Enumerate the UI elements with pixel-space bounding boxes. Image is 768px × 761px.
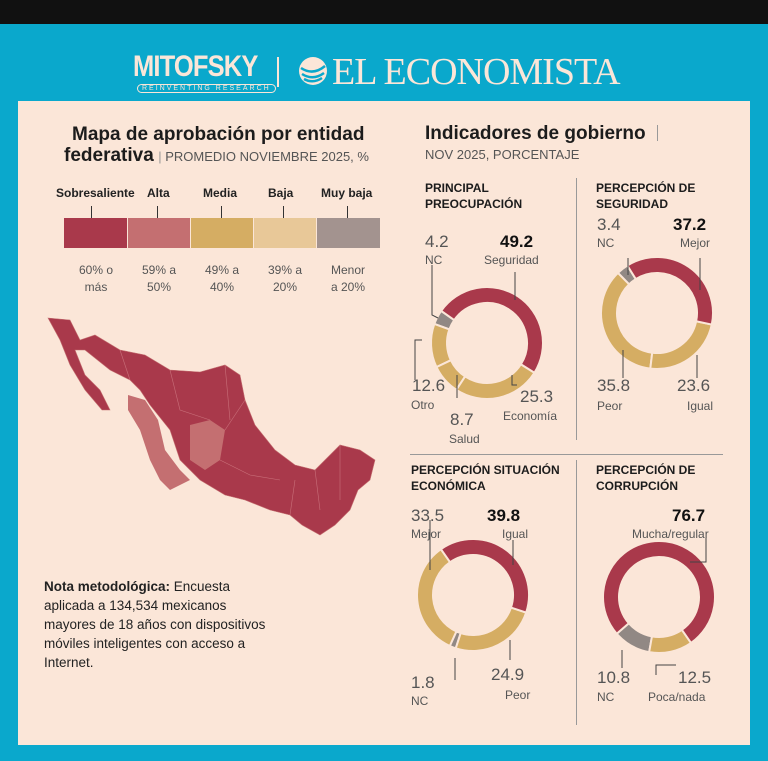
value-label: 39.8	[487, 506, 521, 525]
map-states-alta-center	[190, 420, 225, 470]
value-label: 23.6	[677, 376, 711, 395]
value-label: 49.2	[500, 232, 534, 251]
donut-slice-seguridad	[439, 286, 544, 375]
legend-label: Muy baja	[321, 186, 373, 200]
value-label: 8.7	[450, 410, 474, 429]
legend-swatch-baja	[254, 218, 316, 248]
map-subtitle: PROMEDIO NOVIEMBRE 2025, %	[165, 149, 369, 164]
map-states-alta	[128, 395, 190, 490]
legend-swatch-alta	[128, 218, 190, 248]
vertical-divider	[576, 178, 577, 440]
mitofsky-logo: MITOFSKY	[133, 50, 258, 83]
legend-tick	[283, 206, 284, 218]
map-title: Mapa de aprobación por entidad	[72, 124, 365, 145]
donut-slice-economa	[454, 362, 536, 400]
logo-divider	[277, 57, 279, 87]
legend-swatch-media	[191, 218, 253, 248]
horizontal-divider	[410, 454, 723, 455]
legend-tick	[221, 206, 222, 218]
leader-lines	[414, 258, 707, 680]
slice-label: Igual	[687, 399, 714, 413]
indicators-subtitle: NOV 2025, PORCENTAJE	[425, 147, 580, 162]
value-label: 25.3	[520, 387, 554, 406]
map-title-line2: federativa | PROMEDIO NOVIEMBRE 2025, %	[64, 145, 369, 166]
donut-slice-mejor	[416, 547, 458, 648]
slice-label: Poca/nada	[648, 690, 706, 704]
slice-label: NC	[425, 253, 443, 267]
methodology-note: Nota metodológica: Encuesta aplicada a 1…	[44, 579, 266, 670]
map-title-federativa: federativa	[64, 145, 154, 166]
slice-label: Peor	[597, 399, 623, 413]
legend-range: 60% o más	[78, 263, 114, 294]
legend-tick	[157, 206, 158, 218]
chart-title: PERCEPCIÓN DE CORRUPCIÓN	[596, 463, 696, 493]
chart-title: PRINCIPAL PREOCUPACIÓN	[425, 181, 523, 211]
title-divider	[657, 125, 658, 141]
top-bar	[0, 0, 768, 24]
legend-range: 59% a 50%	[141, 263, 177, 294]
slice-label: Mucha/regular	[632, 527, 709, 541]
slice-label: Mejor	[680, 236, 711, 250]
slice-label: NC	[597, 236, 615, 250]
legend-label: Media	[203, 186, 238, 200]
value-label: 1.8	[411, 673, 435, 692]
value-label: 10.8	[597, 668, 631, 687]
donut-slice-pocanada	[647, 628, 693, 654]
slice-label: Peor	[505, 688, 531, 702]
donut-slice-mejor	[625, 256, 714, 326]
donut-slice-igual	[649, 320, 713, 370]
value-label: 4.2	[425, 232, 449, 251]
indicators-title: Indicadores de gobierno	[425, 123, 646, 144]
donut-slice-mucharegular	[602, 540, 716, 645]
vertical-divider	[576, 460, 577, 725]
legend-range: 49% a 40%	[204, 263, 240, 294]
legend-range: Menor a 20%	[330, 263, 366, 294]
value-label: 12.6	[412, 376, 446, 395]
legend-swatch-sobresaliente	[64, 218, 127, 248]
mexico-map	[47, 317, 376, 536]
slice-label: Otro	[411, 398, 435, 412]
legend-label: Sobresaliente	[56, 186, 135, 200]
value-label: 35.8	[597, 376, 631, 395]
value-label: 3.4	[597, 215, 621, 234]
slice-label: NC	[597, 690, 615, 704]
legend-tick	[91, 206, 92, 218]
donut-slice-salud	[435, 358, 467, 392]
donut-slice-peor	[454, 606, 528, 652]
slice-label: Seguridad	[484, 253, 539, 267]
legend-label: Alta	[147, 186, 170, 200]
chart-title: PERCEPCIÓN DE SEGURIDAD	[596, 181, 696, 211]
donut-slice-igual	[439, 538, 530, 614]
slice-label: NC	[411, 694, 429, 708]
value-label: 37.2	[673, 215, 707, 234]
value-label: 33.5	[411, 506, 445, 525]
map-state-borders	[119, 349, 341, 516]
value-label: 24.9	[491, 665, 525, 684]
legend-label: Baja	[268, 186, 294, 200]
donut-slice-otro	[430, 322, 453, 369]
slice-label: Igual	[502, 527, 529, 541]
slice-label: Salud	[449, 432, 480, 446]
legend-range: 39% a 20%	[267, 263, 303, 294]
slice-label: Mejor	[411, 527, 442, 541]
legend-swatch-muy-baja	[317, 218, 380, 248]
el-economista-globe-icon	[299, 57, 327, 85]
slice-label: Economía	[503, 409, 558, 423]
el-economista-logo: EL ECONOMISTA	[332, 51, 621, 93]
value-label: 12.5	[678, 668, 712, 687]
donut-slice-peor	[600, 271, 654, 370]
legend-tick	[347, 206, 348, 218]
mitofsky-tagline: REINVENTING RESEARCH	[137, 84, 276, 93]
value-label: 76.7	[672, 506, 706, 525]
chart-title: PERCEPCIÓN SITUACIÓN ECONÓMICA	[411, 463, 560, 493]
